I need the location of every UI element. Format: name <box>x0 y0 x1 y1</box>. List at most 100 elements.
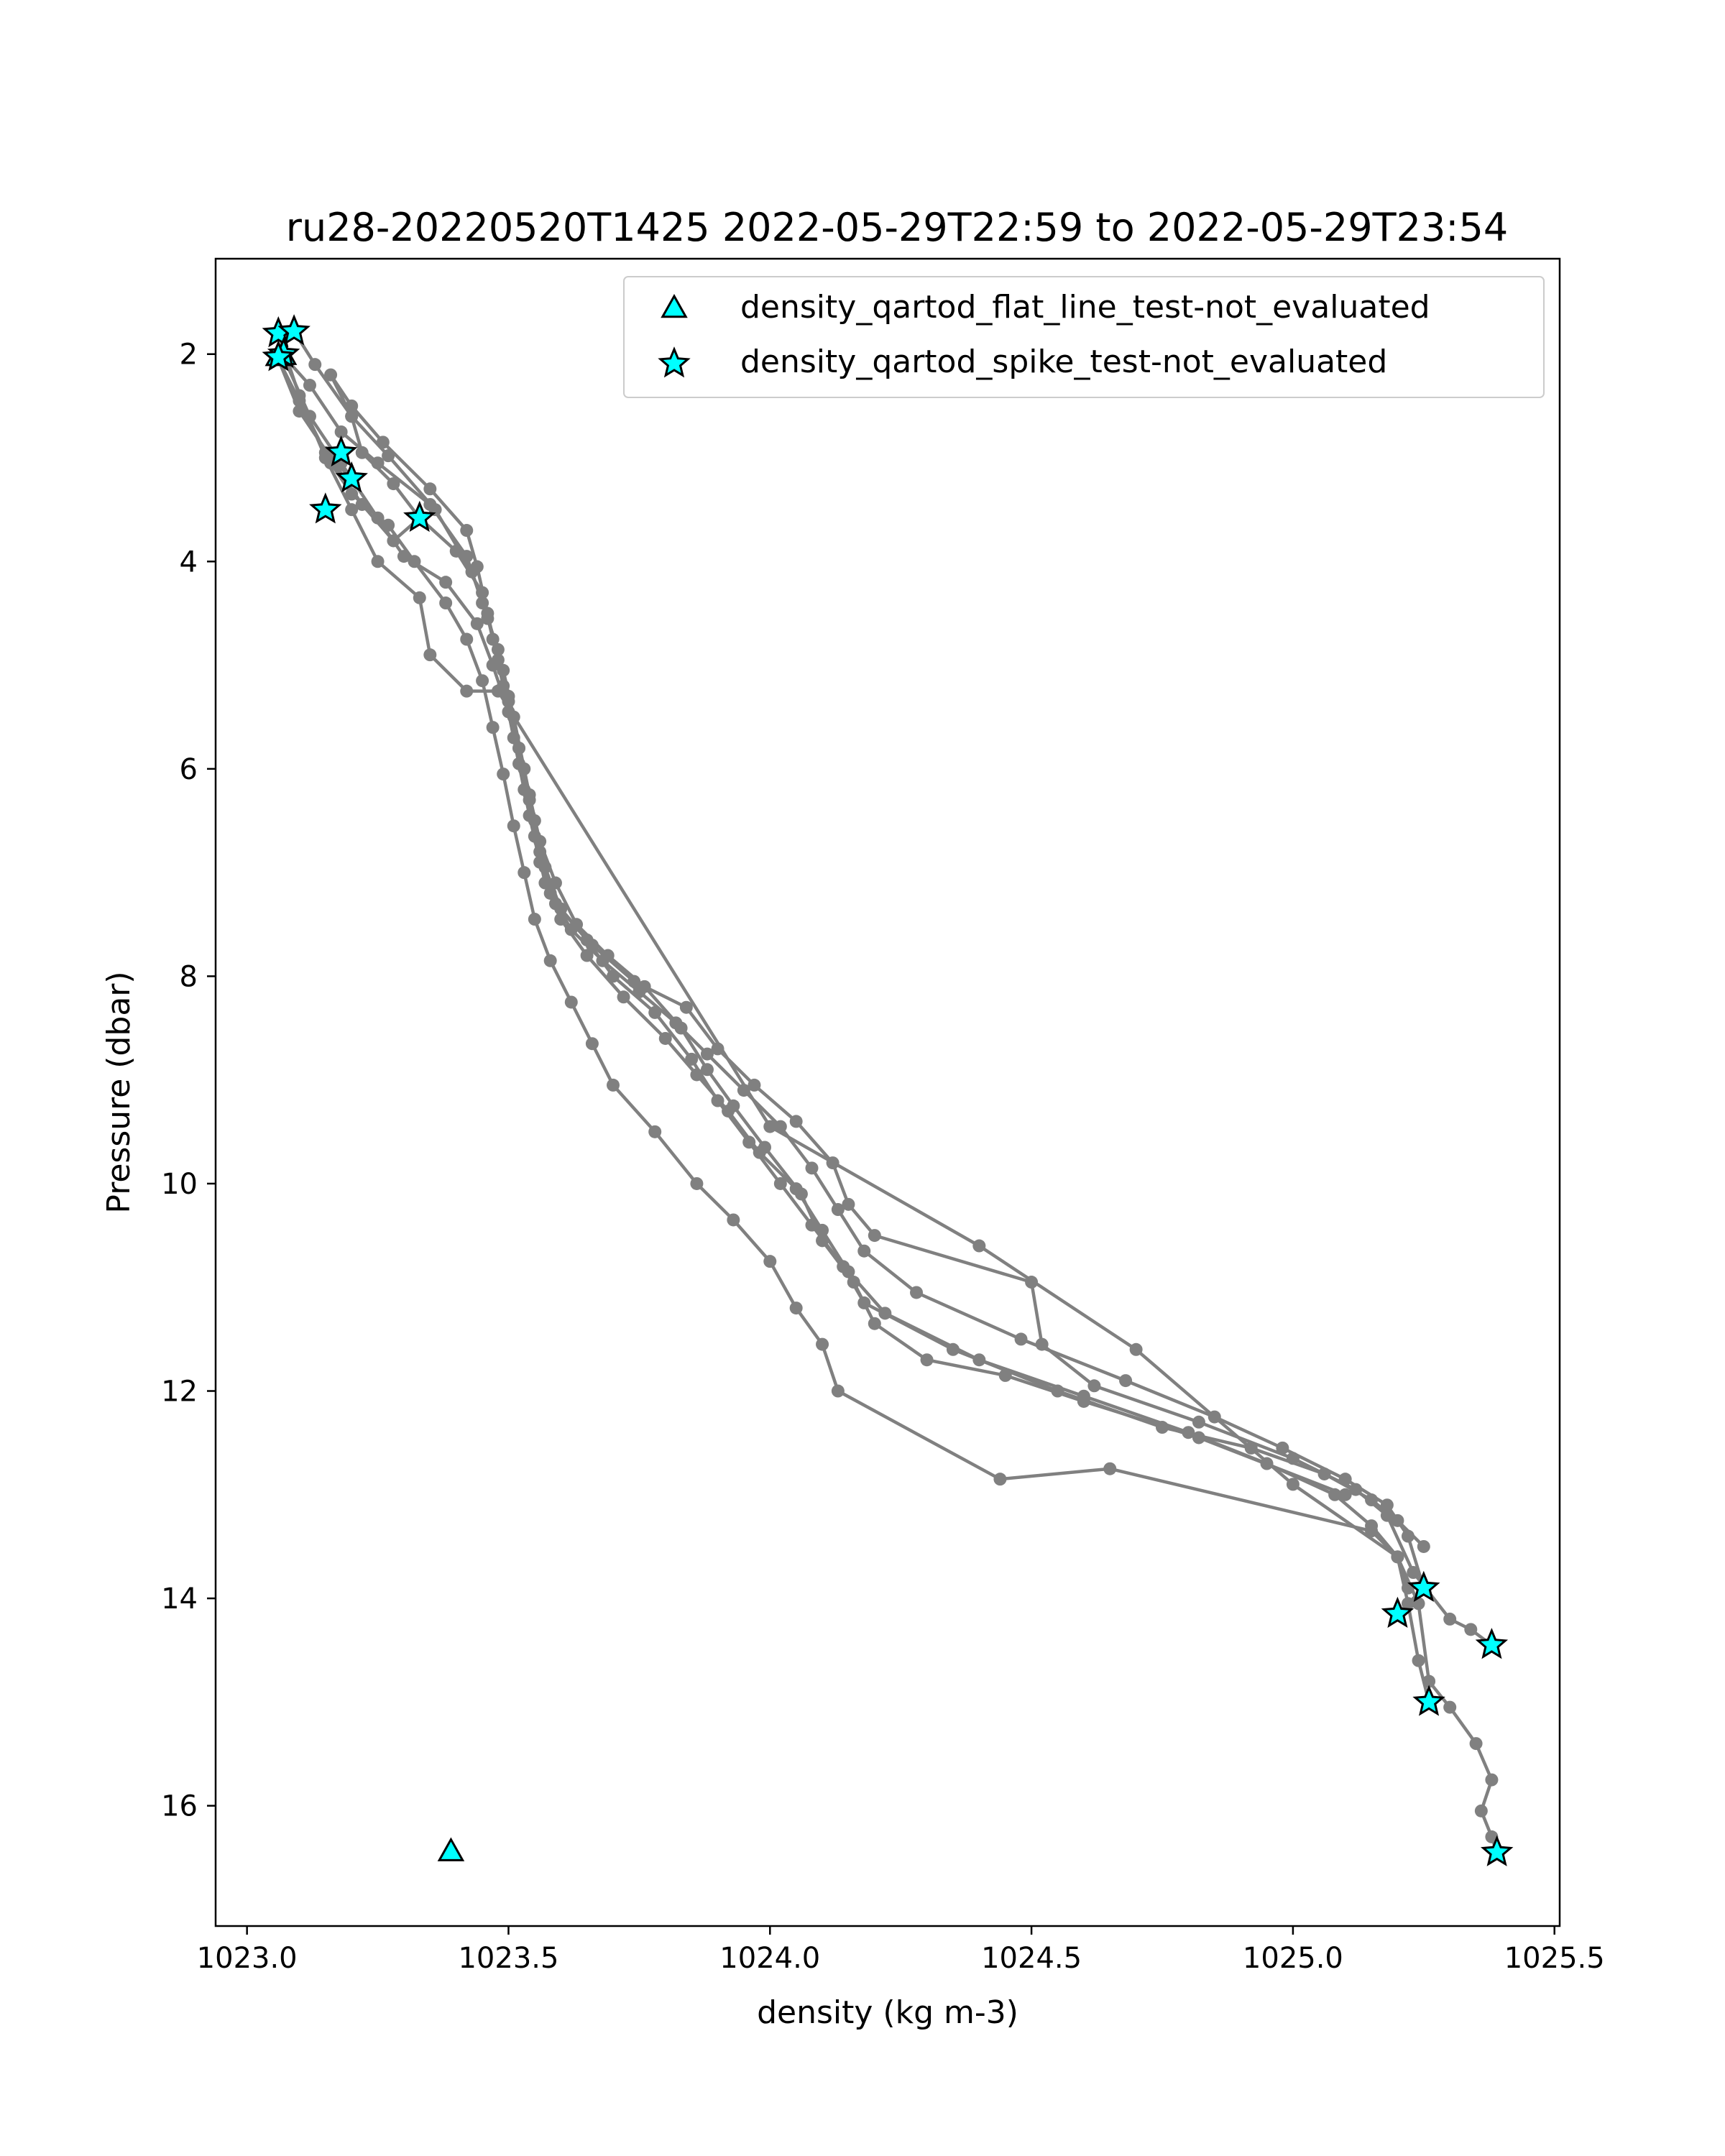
profile-line <box>277 333 1499 1853</box>
data-point <box>857 1244 871 1258</box>
data-point <box>1014 1332 1028 1346</box>
data-point <box>773 1176 787 1190</box>
data-point <box>387 477 400 491</box>
star-marker <box>1480 1835 1514 1866</box>
data-point <box>1276 1441 1289 1455</box>
data-point <box>564 995 578 1009</box>
data-point <box>627 975 641 988</box>
data-point <box>1407 1566 1420 1580</box>
data-point <box>763 1255 777 1268</box>
data-point <box>1417 1539 1430 1553</box>
data-point <box>658 1031 672 1045</box>
data-point <box>727 1213 740 1227</box>
data-point <box>502 695 515 709</box>
data-point <box>355 446 369 459</box>
y-axis: 2 4 6 8 10 12 14 16 <box>161 338 216 1823</box>
plot-frame <box>214 257 1561 1927</box>
data-point <box>685 1052 699 1066</box>
data-point <box>518 866 531 880</box>
y-tick-label: 8 <box>180 960 198 993</box>
data-point <box>831 1384 845 1398</box>
data-point <box>1192 1415 1205 1429</box>
data-point <box>700 1063 714 1077</box>
data-point <box>1338 1488 1352 1501</box>
star-marker-icon <box>658 346 691 378</box>
data-point <box>1035 1337 1049 1351</box>
data-point <box>1391 1514 1404 1527</box>
data-point <box>324 368 338 382</box>
y-tick-label: 2 <box>180 338 198 372</box>
data-point <box>748 1078 761 1092</box>
data-point <box>1469 1737 1483 1751</box>
data-point <box>711 1094 724 1107</box>
data-point <box>946 1342 960 1356</box>
legend-box <box>623 276 1545 398</box>
data-point <box>1244 1441 1258 1455</box>
data-point <box>1391 1550 1404 1564</box>
marker-layer <box>262 314 1514 1866</box>
star-marker <box>335 461 368 493</box>
data-point <box>617 990 630 1004</box>
data-point <box>690 1176 704 1190</box>
data-point <box>580 949 594 962</box>
data-point <box>868 1229 881 1243</box>
data-point <box>548 876 562 890</box>
chart-title: ru28-20220520T1425 2022-05-29T22:59 to 2… <box>286 205 1508 250</box>
profile-series <box>324 456 1414 1595</box>
data-point <box>345 503 359 517</box>
data-point <box>376 436 390 449</box>
data-point <box>1119 1374 1133 1388</box>
data-point <box>303 410 316 423</box>
star-marker <box>403 500 436 533</box>
data-point <box>1077 1394 1090 1408</box>
data-point <box>293 405 306 418</box>
data-point <box>816 1234 829 1248</box>
data-point <box>334 425 348 438</box>
star-marker <box>262 340 295 372</box>
legend-triangle-marker <box>661 293 688 318</box>
data-point <box>1412 1597 1425 1611</box>
data-point <box>460 684 474 698</box>
data-point <box>345 410 359 423</box>
data-point <box>345 399 359 413</box>
x-tick-label: 1025.0 <box>1243 1942 1343 1975</box>
data-point <box>794 1187 808 1201</box>
data-point <box>371 555 385 568</box>
data-point <box>679 1000 693 1014</box>
data-point <box>491 653 505 667</box>
legend-star-marker <box>658 346 691 378</box>
data-point <box>842 1197 855 1211</box>
data-point <box>648 1005 662 1019</box>
profile-series <box>324 368 1352 1501</box>
data-point <box>423 482 437 496</box>
data-point <box>1365 1524 1379 1538</box>
star-marker <box>324 435 358 467</box>
triangle-marker <box>437 1837 465 1861</box>
data-point <box>1422 1674 1436 1688</box>
data-point <box>408 555 421 568</box>
y-tick-label: 12 <box>161 1376 198 1409</box>
data-point <box>1192 1431 1205 1445</box>
data-point <box>345 487 359 501</box>
data-point <box>763 1120 777 1133</box>
data-point <box>1365 1493 1379 1507</box>
data-point <box>554 913 568 926</box>
star-marker <box>277 314 310 346</box>
data-point <box>910 1286 924 1299</box>
data-point <box>638 980 651 993</box>
data-point <box>460 632 474 646</box>
data-point <box>805 1161 819 1175</box>
x-tick-label: 1023.5 <box>458 1942 558 1975</box>
data-point <box>993 1473 1007 1486</box>
data-point <box>1286 1478 1300 1491</box>
legend-label-spike-test: density_qartod_spike_test-not_evaluated <box>740 344 1387 380</box>
data-point <box>831 1203 845 1217</box>
x-tick-label: 1025.5 <box>1504 1942 1605 1975</box>
y-axis-title: Pressure (dbar) <box>101 971 137 1213</box>
data-point <box>543 954 557 967</box>
y-tick-label: 6 <box>180 753 198 786</box>
x-tick-label: 1023.0 <box>197 1942 298 1975</box>
legend: density_qartod_flat_line_test-not_evalua… <box>623 276 1545 398</box>
data-point <box>303 379 316 392</box>
